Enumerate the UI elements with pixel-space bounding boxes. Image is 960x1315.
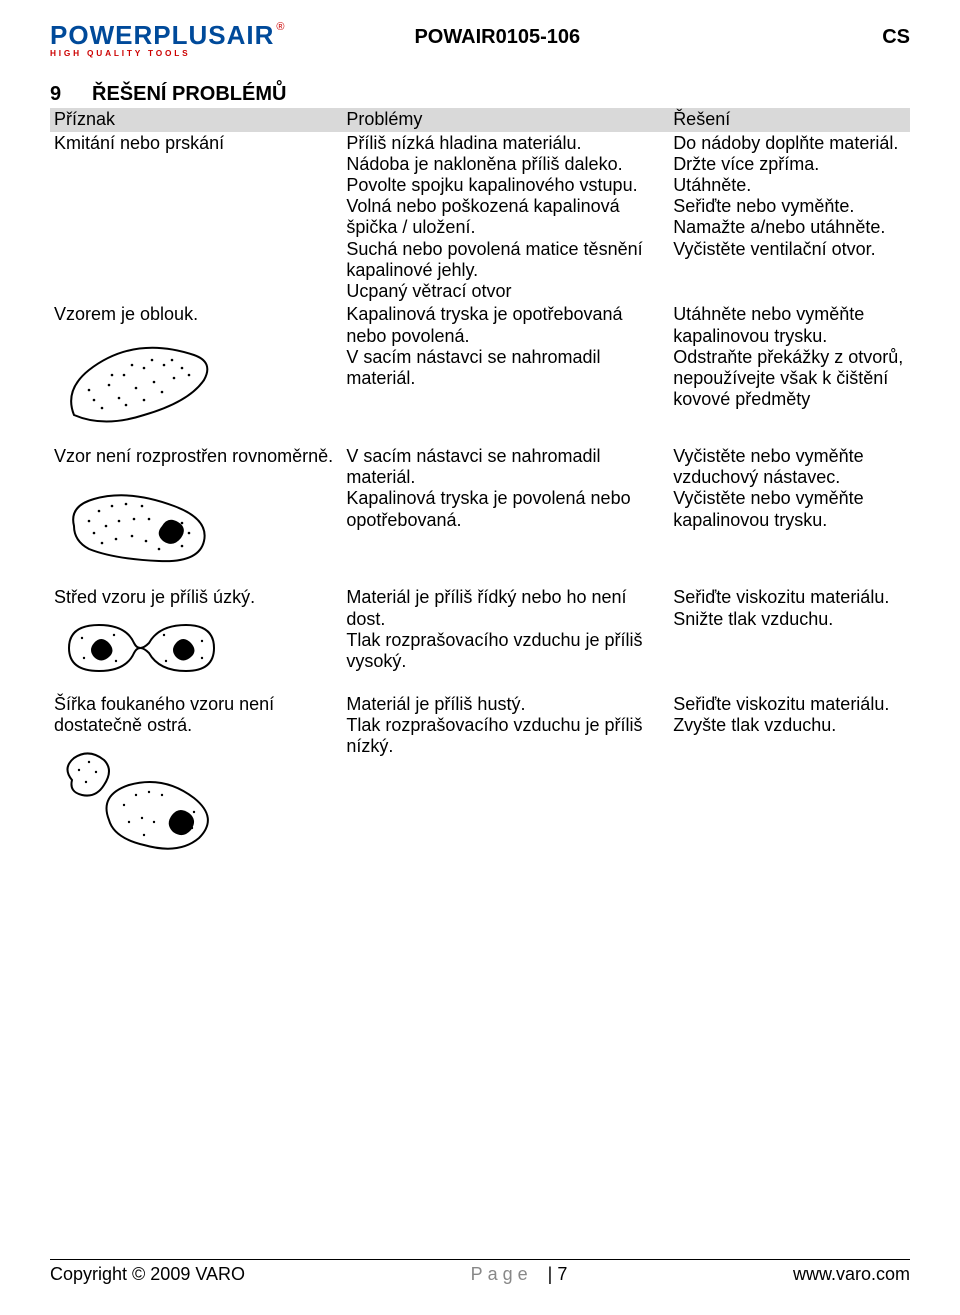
table-row: Šířka foukaného vzoru není dostatečně os…: [50, 693, 910, 871]
cell-symptom: Šířka foukaného vzoru není dostatečně os…: [50, 693, 342, 871]
spray-pattern-narrow-center-icon: [54, 613, 224, 683]
table-row: Vzor není rozprostřen rovnoměrně. V sací…: [50, 445, 910, 586]
spray-pattern-arc-icon: [54, 330, 224, 435]
table-row: Vzorem je oblouk. Kapalinová tryska je o…: [50, 303, 910, 444]
symptom-text: Střed vzoru je příliš úzký.: [54, 587, 255, 607]
cell-solution: Utáhněte nebo vyměňte kapalinovou trysku…: [669, 303, 910, 444]
footer-copyright: Copyright © 2009 VARO: [50, 1264, 245, 1285]
cell-problem: Materiál je příliš hustý.Tlak rozprašova…: [342, 693, 669, 871]
col-header-solution: Řešení: [669, 108, 910, 131]
section-title: ŘEŠENÍ PROBLÉMŮ: [92, 83, 286, 105]
logo-tagline: HIGH QUALITY TOOLS: [50, 49, 284, 57]
col-header-symptom: Příznak: [50, 108, 342, 131]
cell-symptom: Vzorem je oblouk.: [50, 303, 342, 444]
spray-pattern-unsharp-icon: [54, 740, 224, 860]
cell-problem: Materiál je příliš řídký nebo ho není do…: [342, 586, 669, 692]
symptom-text: Šířka foukaného vzoru není dostatečně os…: [54, 694, 274, 735]
cell-solution: Do nádoby doplňte materiál.Držte více zp…: [669, 132, 910, 304]
symptom-text: Vzor není rozprostřen rovnoměrně.: [54, 446, 333, 466]
cell-solution: Vyčistěte nebo vyměňte vzduchový nástave…: [669, 445, 910, 586]
cell-symptom: Střed vzoru je příliš úzký.: [50, 586, 342, 692]
footer-page-number: 7: [557, 1264, 567, 1284]
page-footer: Copyright © 2009 VARO Page | 7 www.varo.…: [50, 1259, 910, 1285]
col-header-problem: Problémy: [342, 108, 669, 131]
footer-page-sep: |: [548, 1264, 553, 1284]
cell-solution: Seřiďte viskozitu materiálu.Zvyšte tlak …: [669, 693, 910, 871]
logo-brand-main: POWERPLUS: [50, 22, 227, 48]
cell-symptom: Vzor není rozprostřen rovnoměrně.: [50, 445, 342, 586]
cell-problem: Příliš nízká hladina materiálu.Nádoba je…: [342, 132, 669, 304]
cell-symptom: Kmitání nebo prskání: [50, 132, 342, 304]
document-title: POWAIR0105-106: [284, 22, 882, 49]
cell-problem: V sacím nástavci se nahromadil materiál.…: [342, 445, 669, 586]
footer-divider: [50, 1259, 910, 1260]
logo-brand-suffix: AIR: [227, 22, 275, 48]
footer-page-label: Page: [471, 1264, 533, 1284]
brand-logo: POWERPLUSAIR® HIGH QUALITY TOOLS: [50, 22, 284, 57]
cell-problem: Kapalinová tryska je opotřebovaná nebo p…: [342, 303, 669, 444]
spray-pattern-uneven-icon: [54, 471, 224, 576]
cell-solution: Seřiďte viskozitu materiálu.Snižte tlak …: [669, 586, 910, 692]
section-heading: 9ŘEŠENÍ PROBLÉMŮ: [50, 83, 910, 106]
footer-url: www.varo.com: [793, 1264, 910, 1285]
section-number: 9: [50, 83, 92, 106]
footer-page: Page | 7: [471, 1264, 568, 1285]
symptom-text: Vzorem je oblouk.: [54, 304, 198, 324]
page-header: POWERPLUSAIR® HIGH QUALITY TOOLS POWAIR0…: [50, 22, 910, 57]
logo-registered-icon: ®: [276, 21, 284, 33]
table-row: Kmitání nebo prskání Příliš nízká hladin…: [50, 132, 910, 304]
language-code: CS: [882, 22, 910, 49]
table-row: Střed vzoru je příliš úzký. Materiál je …: [50, 586, 910, 692]
table-header-row: Příznak Problémy Řešení: [50, 108, 910, 131]
troubleshooting-table: Příznak Problémy Řešení Kmitání nebo prs…: [50, 108, 910, 870]
